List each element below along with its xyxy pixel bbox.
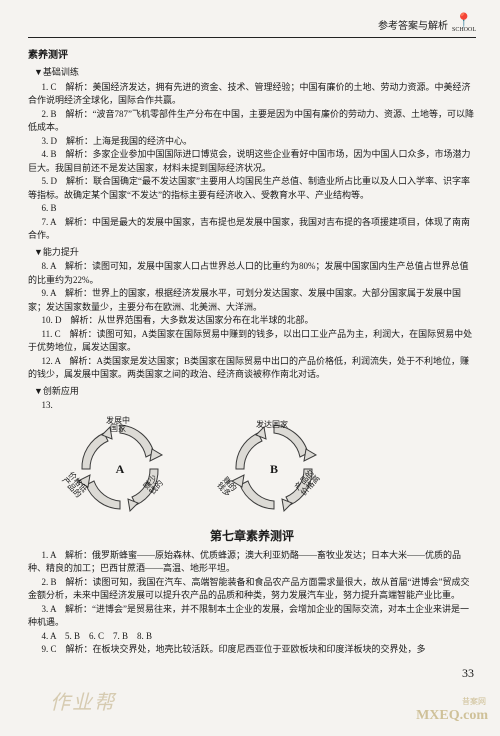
answer-9: 9. A 解析：世界上的国家，根据经济发展水平，可划分发达国家、发展中国家。大部… <box>28 287 476 314</box>
answer-5: 5. D 解析：联合国确定“最不发达国家”主要用人均国民生产总值、制造业所占比重… <box>28 175 476 202</box>
subsection-innovate: ▼创新应用 <box>34 385 476 399</box>
ch-answer-2: 2. B 解析：读图可知，我国在汽车、高端智能装备和食品农产品方面需求量很大，故… <box>28 576 476 603</box>
school-badge-icon: 📍 SCHOOL <box>452 16 476 33</box>
cycle-diagrams: A 发展中国家 价格低产品的 赚少钱的 B 发达国家 赚的钱多 产品的价格高 <box>68 419 476 519</box>
answer-7: 7. A 解析：中国是最大的发展中国家，吉布提也是发展中国家，我国对吉布提的各项… <box>28 216 476 243</box>
answer-3: 3. D 解析：上海是我国的经济中心。 <box>28 135 476 149</box>
cycle-b: B 发达国家 赚的钱多 产品的价格高 <box>222 419 326 519</box>
watermark-right: MXEQ.com <box>416 705 488 726</box>
subsection-basic: ▼基础训练 <box>34 66 476 80</box>
cycle-a-top: 发展中国家 <box>106 417 130 434</box>
answer-2: 2. B 解析：“波音787”飞机零部件生产分布在中国，主要是因为中国有廉价的劳… <box>28 108 476 135</box>
subsection-ability: ▼能力提升 <box>34 246 476 260</box>
page-header: 参考答案与解析 📍 SCHOOL <box>28 18 476 38</box>
chapter-title: 第七章素养测评 <box>28 527 476 545</box>
answer-4: 4. B 解析：多家企业参加中国国际进口博览会，说明这些企业看好中国市场，因为中… <box>28 148 476 175</box>
answer-13: 13. <box>28 399 476 413</box>
ch-answer-5: 9. C 解析：在板块交界处，地壳比较活跃。印度尼西亚位于亚欧板块和印度洋板块的… <box>28 643 476 657</box>
answer-1: 1. C 解析：美国经济发达，拥有先进的资金、技术、管理经验；中国有廉价的土地、… <box>28 81 476 108</box>
page-number: 33 <box>462 664 474 682</box>
ch-answer-1: 1. A 解析：俄罗斯蜂蜜——原始森林、优质蜂源；澳大利亚奶酪——畜牧业发达；日… <box>28 549 476 576</box>
cycle-b-top: 发达国家 <box>256 421 288 429</box>
answer-10: 10. D 解析：从世界范围看，大多数发达国家分布在北半球的北部。 <box>28 314 476 328</box>
answer-11: 11. C 解析：读图可知，A类国家在国际贸易中赚到的钱多，以出口工业产品为主，… <box>28 328 476 355</box>
cycle-b-center: B <box>270 460 278 478</box>
ch-answer-4: 4. A 5. B 6. C 7. B 8. B <box>28 630 476 644</box>
header-title: 参考答案与解析 <box>378 19 448 34</box>
cycle-a-center: A <box>116 460 125 478</box>
watermark-left: 作业帮 <box>50 688 116 718</box>
ch-answer-3: 3. A 解析：“进博会”是贸易往来，并不限制本土企业的发展，会增加企业的国际交… <box>28 603 476 630</box>
answer-8: 8. A 解析：读图可知，发展中国家人口占世界总人口的比重约为80%；发展中国家… <box>28 260 476 287</box>
cycle-a: A 发展中国家 价格低产品的 赚少钱的 <box>68 419 172 519</box>
section-title: 素养测评 <box>28 48 476 63</box>
answer-6: 6. B <box>28 202 476 216</box>
answer-12: 12. A 解析：A类国家是发达国家；B类国家在国际贸易中出口的产品价格低，利润… <box>28 355 476 382</box>
